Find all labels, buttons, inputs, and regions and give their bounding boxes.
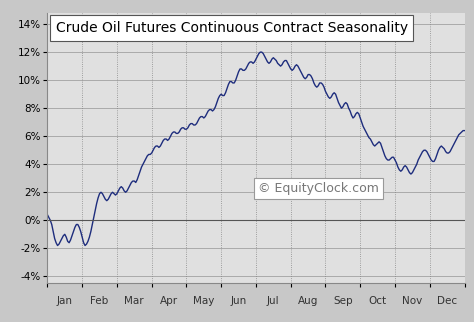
Text: May: May	[193, 296, 215, 306]
Text: Apr: Apr	[160, 296, 178, 306]
Text: Oct: Oct	[369, 296, 387, 306]
Text: Jun: Jun	[230, 296, 246, 306]
Text: Dec: Dec	[437, 296, 457, 306]
Text: Nov: Nov	[402, 296, 422, 306]
Text: Mar: Mar	[125, 296, 144, 306]
Text: Aug: Aug	[298, 296, 318, 306]
Text: Crude Oil Futures Continuous Contract Seasonality: Crude Oil Futures Continuous Contract Se…	[56, 21, 408, 35]
Text: © EquityClock.com: © EquityClock.com	[258, 182, 379, 195]
Text: Jul: Jul	[267, 296, 280, 306]
Text: Jan: Jan	[57, 296, 73, 306]
Text: Feb: Feb	[91, 296, 109, 306]
Text: Sep: Sep	[333, 296, 353, 306]
